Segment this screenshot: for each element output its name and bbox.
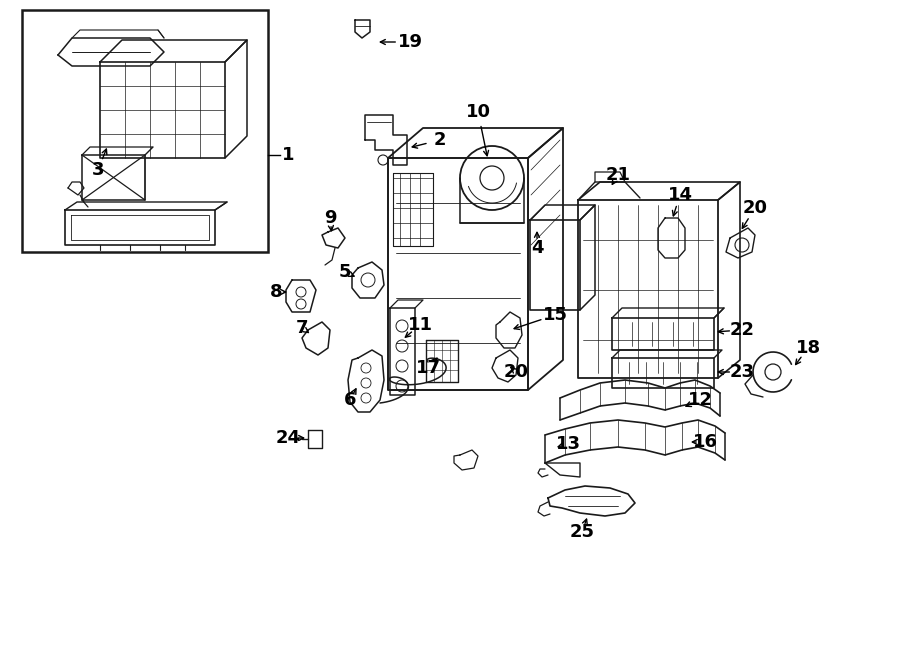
Text: 15: 15 xyxy=(543,306,568,324)
Text: 21: 21 xyxy=(606,166,631,184)
Text: 10: 10 xyxy=(465,103,491,121)
Text: 6: 6 xyxy=(344,391,356,409)
Text: 9: 9 xyxy=(324,209,337,227)
Text: 22: 22 xyxy=(730,321,754,339)
Text: 20: 20 xyxy=(503,363,528,381)
Text: 11: 11 xyxy=(408,316,433,334)
Text: 4: 4 xyxy=(531,239,544,257)
Text: 23: 23 xyxy=(730,363,754,381)
Text: 24: 24 xyxy=(275,429,301,447)
Text: 2: 2 xyxy=(434,131,446,149)
Text: 16: 16 xyxy=(692,433,717,451)
Text: 14: 14 xyxy=(668,186,692,204)
Text: 20: 20 xyxy=(742,199,768,217)
Bar xyxy=(22,10,268,252)
Text: 17: 17 xyxy=(416,359,440,377)
Text: 8: 8 xyxy=(270,283,283,301)
Text: 18: 18 xyxy=(796,339,821,357)
Text: 12: 12 xyxy=(688,391,713,409)
Text: 5: 5 xyxy=(338,263,351,281)
Text: 3: 3 xyxy=(92,161,104,179)
Text: 13: 13 xyxy=(555,435,580,453)
Text: 1: 1 xyxy=(282,146,294,164)
Text: 7: 7 xyxy=(296,319,308,337)
Text: 19: 19 xyxy=(398,33,422,51)
Text: 25: 25 xyxy=(570,523,595,541)
